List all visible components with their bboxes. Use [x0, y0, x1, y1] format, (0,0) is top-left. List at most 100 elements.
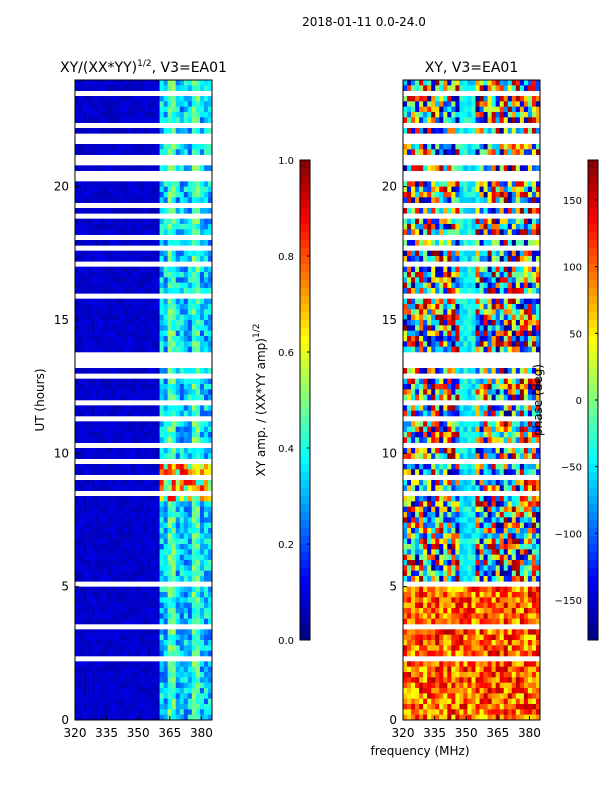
amp-heatmap-cell: [123, 341, 128, 347]
phase-heatmap-cell: [443, 384, 448, 390]
amp-heatmap-cell: [119, 410, 124, 417]
amp-heatmap-cell: [163, 592, 168, 598]
amp-heatmap-cell: [103, 704, 108, 710]
amp-heatmap-cell: [107, 341, 112, 347]
amp-heatmap-cell: [171, 698, 177, 705]
phase-heatmap-cell: [507, 314, 513, 321]
amp-heatmap-cell: [151, 266, 156, 273]
phase-heatmap-cell: [459, 112, 464, 118]
phase-heatmap-cell: [423, 181, 428, 187]
phase-heatmap-cell: [515, 394, 521, 401]
amp-heatmap-cell: [203, 229, 209, 235]
amp-heatmap-cell: [123, 144, 128, 150]
amp-heatmap-cell: [171, 613, 177, 619]
amp-heatmap-cell: [199, 485, 205, 491]
amp-heatmap-cell: [95, 112, 100, 118]
amp-heatmap-cell: [83, 714, 88, 721]
amp-heatmap-cell: [111, 592, 116, 598]
amp-heatmap-cell: [179, 192, 185, 198]
amp-heatmap-cell: [175, 682, 181, 689]
amp-heatmap-cell: [183, 661, 189, 667]
phase-heatmap-cell: [475, 208, 480, 214]
phase-heatmap-cell: [495, 384, 501, 390]
phase-heatmap-cell: [419, 384, 424, 390]
phase-heatmap-cell: [471, 128, 476, 134]
phase-heatmap-cell: [487, 186, 492, 193]
amp-heatmap-cell: [147, 304, 152, 310]
amp-heatmap-cell: [91, 250, 96, 257]
amp-heatmap-cell: [163, 602, 168, 609]
phase-heatmap-cell: [503, 330, 509, 337]
amp-heatmap-cell: [99, 405, 104, 411]
phase-heatmap-cell: [531, 224, 537, 230]
amp-heatmap-cell: [183, 528, 189, 534]
phase-heatmap-cell: [531, 421, 537, 427]
amp-heatmap-cell: [79, 613, 84, 619]
phase-heatmap-cell: [515, 192, 521, 198]
amp-heatmap-cell: [163, 464, 168, 470]
amp-heatmap-cell: [123, 693, 128, 699]
phase-heatmap-cell: [531, 85, 537, 91]
amp-heatmap-cell: [195, 229, 201, 235]
amp-heatmap-cell: [159, 320, 164, 326]
phase-heatmap-cell: [507, 144, 513, 150]
phase-heatmap-cell: [419, 112, 424, 118]
amp-heatmap-cell: [159, 698, 164, 705]
amp-heatmap-cell: [135, 688, 140, 694]
amp-heatmap-cell: [159, 298, 164, 305]
amp-heatmap-cell: [203, 506, 209, 513]
amp-heatmap-cell: [79, 533, 84, 539]
amp-heatmap-cell: [207, 544, 213, 550]
amp-heatmap-cell: [175, 570, 181, 577]
phase-heatmap-cell: [443, 117, 448, 123]
amp-heatmap-cell: [195, 341, 201, 347]
phase-heatmap-cell: [447, 394, 452, 401]
amp-heatmap-cell: [87, 106, 92, 113]
phase-heatmap-cell: [451, 250, 456, 257]
phase-heatmap-cell: [455, 106, 460, 113]
amp-heatmap-cell: [107, 506, 112, 513]
phase-heatmap-cell: [467, 165, 472, 171]
phase-heatmap-cell: [495, 426, 501, 433]
phase-heatmap-cell: [451, 282, 456, 289]
amp-heatmap-cell: [75, 437, 80, 443]
amp-heatmap-cell: [111, 613, 116, 619]
amp-heatmap-cell: [95, 421, 100, 427]
amp-heatmap-cell: [183, 330, 189, 337]
amp-heatmap-cell: [111, 586, 116, 593]
phase-heatmap-cell: [411, 186, 416, 193]
amp-heatmap-cell: [159, 389, 164, 395]
amp-heatmap-cell: [207, 586, 213, 593]
amp-heatmap-cell: [135, 480, 140, 486]
amp-heatmap-cell: [111, 496, 116, 502]
phase-heatmap-cell: [415, 336, 420, 342]
amp-heatmap-cell: [171, 330, 177, 337]
amp-heatmap-cell: [155, 693, 160, 699]
amp-heatmap-cell: [163, 512, 168, 518]
amp-heatmap-cell: [111, 256, 116, 262]
amp-heatmap-cell: [99, 544, 104, 550]
amp-heatmap-cell: [167, 426, 173, 433]
amp-heatmap-cell: [139, 240, 144, 246]
phase-heatmap-cell: [447, 272, 452, 278]
phase-heatmap-cell: [511, 426, 517, 433]
amp-heatmap-cell: [203, 421, 209, 427]
amp-heatmap-cell: [143, 309, 148, 315]
phase-heatmap-cell: [503, 96, 509, 102]
amp-heatmap-cell: [199, 272, 205, 278]
amp-frame: [74, 79, 213, 721]
amp-heatmap-cell: [107, 378, 112, 385]
amp-heatmap-cell: [195, 298, 201, 305]
amp-heatmap-cell: [115, 480, 120, 486]
amp-heatmap-cell: [207, 618, 213, 625]
amp-heatmap-cell: [199, 512, 205, 518]
amp-heatmap-cell: [147, 128, 152, 134]
amp-heatmap-cell: [91, 298, 96, 305]
amp-heatmap-cell: [75, 565, 80, 571]
amp-heatmap-cell: [127, 608, 132, 614]
amp-heatmap-cell: [83, 618, 88, 625]
amp-y-tick-label: 20: [54, 180, 69, 194]
amp-heatmap-cell: [79, 218, 84, 225]
amp-heatmap-cell: [203, 528, 209, 534]
amp-heatmap-cell: [103, 229, 108, 235]
